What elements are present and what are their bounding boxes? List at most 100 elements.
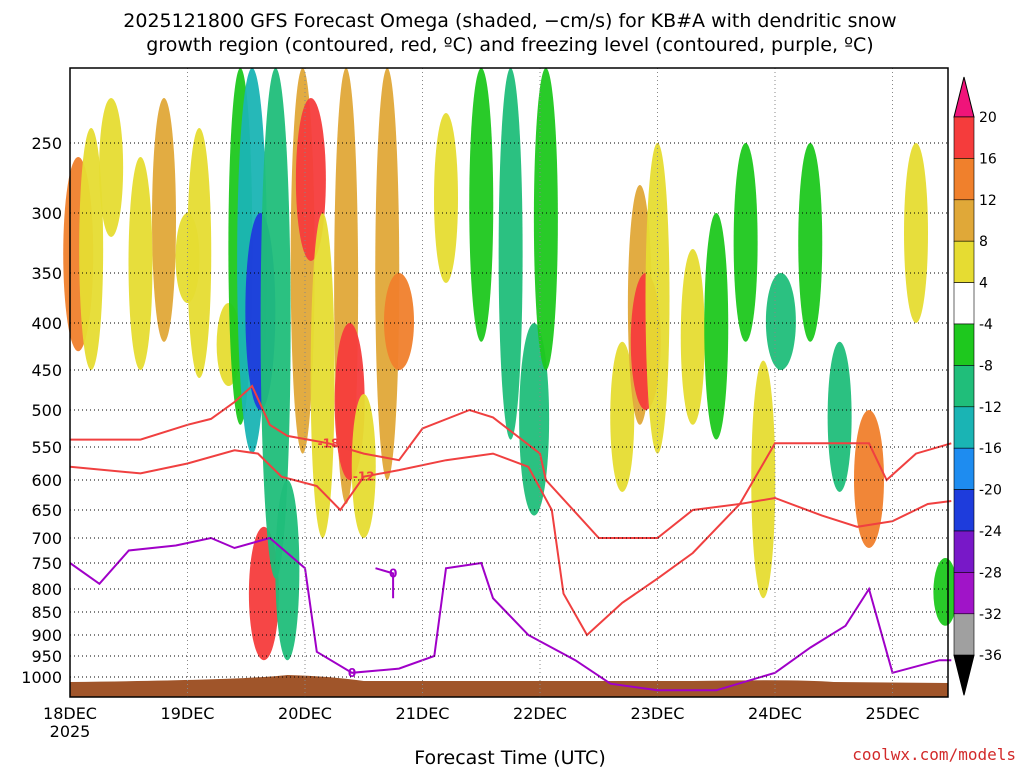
colorbar-swatch (953, 199, 975, 242)
colorbar-swatch (953, 158, 975, 201)
colorbar-swatch (953, 406, 975, 449)
y-tick-label: 350 (31, 264, 62, 283)
omega-cell (533, 68, 558, 370)
freezing-contour-label: 0 (389, 566, 397, 580)
omega-cell (733, 143, 758, 342)
dgz-contour-label: -12 (353, 470, 375, 484)
x-tick-label: 19DEC (161, 704, 215, 723)
y-tick-label: 250 (31, 134, 62, 153)
colorbar-label: -16 (979, 441, 1002, 457)
freezing-contour-label: 0 (348, 666, 356, 680)
colorbar-label: -36 (979, 648, 1002, 664)
x-year-label: 2025 (50, 722, 91, 741)
colorbar-swatch (953, 572, 975, 615)
colorbar-label: -28 (979, 565, 1002, 581)
colorbar-label: -20 (979, 483, 1002, 499)
colorbar-label: 12 (979, 193, 997, 209)
colorbar-label: -12 (979, 400, 1002, 416)
x-tick-label: 18DEC (43, 704, 97, 723)
omega-cell (351, 394, 376, 538)
y-tick-label: 950 (31, 647, 62, 666)
colorbar-swatch (953, 530, 975, 573)
y-tick-label: 500 (31, 401, 62, 420)
colorbar-top-arrow (953, 76, 975, 118)
colorbar-label: 4 (979, 276, 988, 292)
colorbar-swatch (953, 489, 975, 532)
colorbar-bottom-arrow (953, 654, 975, 696)
omega-cell (469, 68, 494, 342)
x-tick-label: 23DEC (631, 704, 685, 723)
colorbar-swatch (953, 613, 975, 656)
omega-cell (645, 142, 670, 454)
colorbar-label: -8 (979, 358, 993, 374)
y-tick-label: 450 (31, 361, 62, 380)
y-tick-label: 900 (31, 626, 62, 645)
x-tick-label: 22DEC (513, 704, 567, 723)
colorbar-label: 8 (979, 234, 988, 250)
omega-cell (798, 143, 823, 342)
omega-cell (152, 97, 176, 342)
freezing-contour (375, 567, 395, 599)
colorbar-swatch (953, 282, 975, 325)
credit-label: coolwx.com/models (852, 745, 1016, 764)
omega-cell (519, 323, 550, 516)
x-axis-label: Forecast Time (UTC) (414, 747, 605, 768)
colorbar-label: 16 (979, 151, 997, 167)
freezing-contour (69, 536, 952, 692)
y-tick-label: 1000 (21, 668, 62, 687)
axes: 250 300 350 400 450 500 550 600 650 700 750 800 850 9… (21, 67, 949, 741)
y-tick-label: 300 (31, 204, 62, 223)
omega-cell (295, 98, 326, 261)
y-tick-label: 800 (31, 580, 62, 599)
omega-cell (827, 341, 852, 492)
colorbar-label: -24 (979, 524, 1002, 540)
omega-cell (99, 98, 124, 237)
x-tick-label: 20DEC (278, 704, 332, 723)
omega-cell (498, 68, 523, 440)
dgz-contour (69, 449, 952, 637)
omega-cell (765, 273, 796, 370)
omega-cell (384, 273, 414, 370)
colorbar-label: -32 (979, 607, 1002, 623)
omega-cell (434, 113, 458, 283)
x-tick-label: 25DEC (866, 704, 920, 723)
y-tick-label: 600 (31, 471, 62, 490)
omega-cell (904, 143, 928, 323)
omega-cell (187, 128, 212, 378)
y-tick-label: 400 (31, 314, 62, 333)
omega-cell (375, 68, 400, 480)
omega-cell (79, 128, 104, 370)
omega-cell (933, 558, 958, 626)
y-tick-label: 750 (31, 554, 62, 573)
omega-cell (128, 157, 153, 370)
x-tick-label: 24DEC (748, 704, 802, 723)
colorbar-swatch (953, 365, 975, 408)
colorbar-label: 20 (979, 110, 997, 126)
omega-cell (610, 341, 635, 492)
omega-cell (260, 67, 291, 579)
plot-area: -18 -12 0 0 (63, 67, 958, 697)
dgz-contour-label: -18 (318, 436, 340, 450)
colorbar: 20 16 12 8 4 -4 -8 -12 -16 -20 -24 -28 -32 -36 (953, 76, 1002, 696)
y-tick-label: 850 (31, 603, 62, 622)
dgz-contour (70, 384, 952, 539)
omega-cell (854, 410, 884, 548)
colorbar-swatch (953, 447, 975, 490)
colorbar-label: -4 (979, 317, 993, 333)
omega-cell (704, 212, 729, 440)
chart-title-line2: growth region (contoured, red, ºC) and f… (146, 34, 873, 56)
chart-title-line1: 2025121800 GFS Forecast Omega (shaded, −… (123, 10, 896, 32)
omega-cell (751, 360, 776, 599)
y-tick-label: 700 (31, 529, 62, 548)
colorbar-swatch (953, 116, 975, 159)
omega-cell (310, 213, 335, 538)
x-tick-label: 21DEC (396, 704, 450, 723)
omega-cell (680, 249, 705, 425)
colorbar-swatch (953, 323, 975, 366)
colorbar-swatch (953, 240, 975, 283)
y-tick-label: 550 (31, 438, 62, 457)
omega-cell (275, 479, 300, 661)
plot-frame (69, 67, 949, 698)
terrain-surface (70, 675, 948, 697)
